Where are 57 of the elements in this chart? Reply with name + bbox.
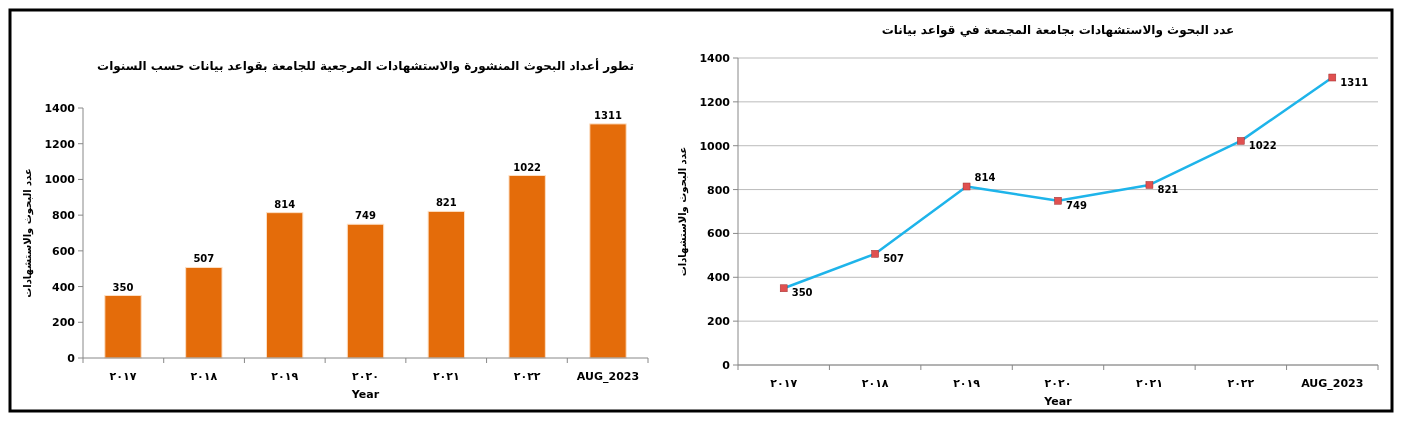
x-tick-label: ٢٠٢١ [1136,377,1163,390]
y-tick-label: 400 [52,280,76,294]
y-tick-label: 0 [722,359,731,372]
y-tick-label: 1400 [44,102,76,115]
bar [265,212,304,359]
chart-title: تطور أعداد البحوث المنشورة والاستشهادات المرجعية للجامعة بقواعد بيانات حسب السنوات [97,58,634,74]
bar [104,295,142,359]
data-label: 1311 [594,109,622,121]
y-tick-label: 200 [707,315,731,329]
x-tick-label: ٢٠٢٢ [1227,377,1255,390]
bar [185,266,223,359]
bar [427,210,466,359]
x-tick-label: ٢٠١٨ [190,370,218,383]
y-tick-label: 0 [67,352,76,365]
data-label: 814 [974,171,996,183]
y-tick-label: 800 [52,209,76,223]
data-label: 749 [355,210,376,222]
data-label: 350 [791,287,813,299]
data-label: 814 [274,198,296,210]
x-tick-label: ٢٠١٧ [770,377,798,390]
y-tick-label: 200 [52,316,76,330]
y-tick-label: 1400 [699,52,731,65]
chart-title: عدد البحوث والاستشهادات بجامعة المجمعة في قواعد بيانات [881,23,1235,38]
y-tick-label: 800 [707,183,731,197]
data-label: 507 [883,252,905,264]
data-label: 1022 [1248,139,1277,151]
y-tick-label: 400 [707,271,731,285]
x-tick-label: AUG_2023 [1301,377,1364,390]
y-tick-label: 1200 [44,137,76,151]
x-tick-label: ٢٠٢٠ [1044,377,1072,390]
y-tick-label: 1200 [699,95,731,109]
data-label: 821 [1157,183,1179,195]
x-tick-label: ٢٠١٩ [953,377,981,390]
x-tick-label: ٢٠١٧ [109,370,137,383]
x-tick-label: ٢٠١٩ [271,370,299,383]
x-tick-label: ٢٠٢٠ [352,370,379,383]
bar [508,175,546,359]
y-tick-label: 1000 [699,139,731,153]
data-label: 1311 [1340,76,1369,88]
y-tick-label: 1000 [44,173,76,187]
data-label: 507 [193,253,215,265]
data-label: 821 [435,197,457,209]
x-axis-title: Year [350,388,380,401]
data-label: 350 [112,281,134,293]
data-label: 749 [1066,199,1087,211]
y-axis-title: عدد البحوث والاستشهادات [22,168,34,298]
y-tick-label: 600 [707,227,731,241]
bar [346,223,385,359]
bar [589,123,627,359]
x-tick-label: ٢٠٢١ [432,370,460,383]
data-label: 1022 [513,161,542,173]
x-axis-title: Year [1043,395,1073,408]
x-tick-label: ٢٠٢٢ [513,370,541,383]
y-tick-label: 600 [52,244,76,258]
y-axis-title: عدد البحوث والاستشهادات [677,146,689,277]
x-tick-label: AUG_2023 [576,370,640,383]
x-tick-label: ٢٠١٨ [861,377,889,390]
